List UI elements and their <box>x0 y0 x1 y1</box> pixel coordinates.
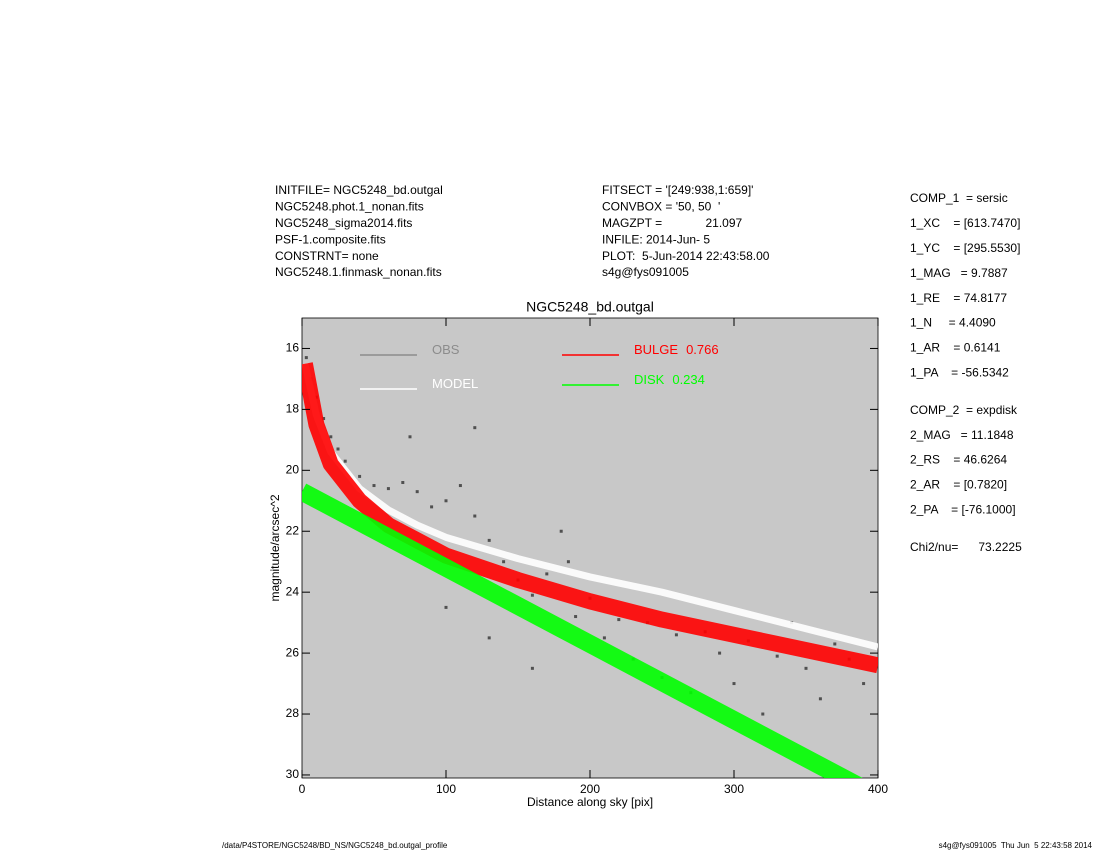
obs-point <box>833 642 837 646</box>
fit-parameter: 2_RS = 46.6264 <box>910 453 1007 467</box>
obs-point <box>430 505 434 509</box>
obs-point <box>473 426 477 430</box>
y-tick-label: 30 <box>286 767 300 781</box>
obs-point <box>566 560 570 564</box>
obs-point <box>473 514 477 518</box>
obs-point <box>343 459 347 463</box>
legend-name: MODEL <box>432 376 478 391</box>
fit-parameter: 1_PA = -56.5342 <box>910 365 1009 379</box>
y-tick-label: 20 <box>286 462 300 476</box>
legend-fraction: 0.766 <box>686 342 719 357</box>
obs-point <box>386 487 390 491</box>
obs-point <box>322 417 326 421</box>
obs-point <box>574 615 578 619</box>
header-left-line: NGC5248.phot.1_nonan.fits <box>275 200 424 214</box>
legend-name: OBS <box>432 342 460 357</box>
header-middle-line: MAGZPT = 21.097 <box>602 216 742 230</box>
y-tick-label: 24 <box>286 584 300 598</box>
y-tick-label: 22 <box>286 523 300 537</box>
header-middle-line: INFILE: 2014-Jun- 5 <box>602 232 710 246</box>
x-tick-label: 100 <box>436 782 456 796</box>
obs-point <box>358 474 362 478</box>
header-left-line: NGC5248.1.finmask_nonan.fits <box>275 265 442 279</box>
header-left-line: INITFILE= NGC5248_bd.outgal <box>275 183 443 197</box>
obs-point <box>487 538 491 542</box>
legend-label: OBS <box>432 342 460 357</box>
obs-point <box>617 618 621 622</box>
plot-area <box>301 317 879 779</box>
fit-parameter: 1_RE = 74.8177 <box>910 291 1007 305</box>
obs-point <box>372 484 376 488</box>
obs-point <box>674 633 678 637</box>
fit-parameter: 2_PA = [-76.1000] <box>910 502 1016 516</box>
fit-parameter: 1_N = 4.4090 <box>910 316 996 330</box>
legend-label: DISK 0.234 <box>634 372 705 387</box>
x-tick-label: 0 <box>299 782 306 796</box>
fit-parameter: 2_AR = [0.7820] <box>910 478 1007 492</box>
y-axis-label: magnitude/arcsec^2 <box>268 494 282 601</box>
plot-content <box>302 356 878 778</box>
obs-point <box>718 651 722 655</box>
header-left-line: CONSTRNT= none <box>275 249 379 263</box>
legend-fraction: 0.234 <box>672 372 705 387</box>
y-tick-label: 18 <box>286 402 300 416</box>
obs-point <box>818 697 822 701</box>
x-tick-label: 400 <box>868 782 888 796</box>
y-tick-label: 28 <box>286 706 300 720</box>
obs-point <box>545 572 549 576</box>
fit-parameter: 1_XC = [613.7470] <box>910 216 1020 230</box>
y-tick-label: 16 <box>286 341 300 355</box>
y-tick-label: 26 <box>286 645 300 659</box>
obs-point <box>458 484 462 488</box>
legend-label: BULGE 0.766 <box>634 342 719 357</box>
obs-point <box>444 499 448 503</box>
obs-point <box>329 435 333 439</box>
obs-point <box>732 682 736 686</box>
obs-point <box>602 636 606 640</box>
header-middle-line: s4g@fys091005 <box>602 265 689 279</box>
obs-point <box>775 654 779 658</box>
obs-point <box>444 605 448 609</box>
obs-point <box>530 666 534 670</box>
obs-point <box>559 529 563 533</box>
x-tick-label: 200 <box>580 782 600 796</box>
legend-label: MODEL <box>432 376 478 391</box>
footer-right: s4g@fys091005 Thu Jun 5 22:43:58 2014 <box>939 841 1093 850</box>
header-middle-line: FITSECT = '[249:938,1:659]' <box>602 183 753 197</box>
header-middle-line: PLOT: 5-Jun-2014 22:43:58.00 <box>602 249 770 263</box>
model-band <box>302 483 863 778</box>
obs-point <box>804 666 808 670</box>
obs-point <box>304 356 308 360</box>
obs-point <box>336 447 340 451</box>
header-left-line: PSF-1.composite.fits <box>275 232 386 246</box>
model-band <box>302 362 878 674</box>
obs-point <box>401 481 405 485</box>
obs-point <box>487 636 491 640</box>
fit-parameter: Chi2/nu= 73.2225 <box>910 540 1022 554</box>
header-middle-line: CONVBOX = '50, 50 ' <box>602 200 720 214</box>
legend-name: DISK <box>634 372 665 387</box>
obs-point <box>415 490 419 494</box>
footer-left: /data/P4STORE/NGC5248/BD_NS/NGC5248_bd.o… <box>222 841 448 850</box>
fit-parameter: 1_MAG = 9.7887 <box>910 266 1008 280</box>
x-tick-label: 300 <box>724 782 744 796</box>
x-axis-label: Distance along sky [pix] <box>527 795 653 809</box>
obs-point <box>502 560 506 564</box>
fit-parameter: COMP_2 = expdisk <box>910 403 1018 417</box>
obs-point <box>530 593 534 597</box>
obs-point <box>408 435 412 439</box>
header-left-line: NGC5248_sigma2014.fits <box>275 216 412 230</box>
fit-parameter: 1_AR = 0.6141 <box>910 341 1001 355</box>
fit-parameter: 2_MAG = 11.1848 <box>910 428 1014 442</box>
obs-point <box>862 682 866 686</box>
obs-point <box>761 712 765 716</box>
fit-parameter: COMP_1 = sersic <box>910 191 1008 205</box>
legend-name: BULGE <box>634 342 678 357</box>
fit-parameter: 1_YC = [295.5530] <box>910 241 1020 255</box>
chart-title: NGC5248_bd.outgal <box>526 299 654 315</box>
